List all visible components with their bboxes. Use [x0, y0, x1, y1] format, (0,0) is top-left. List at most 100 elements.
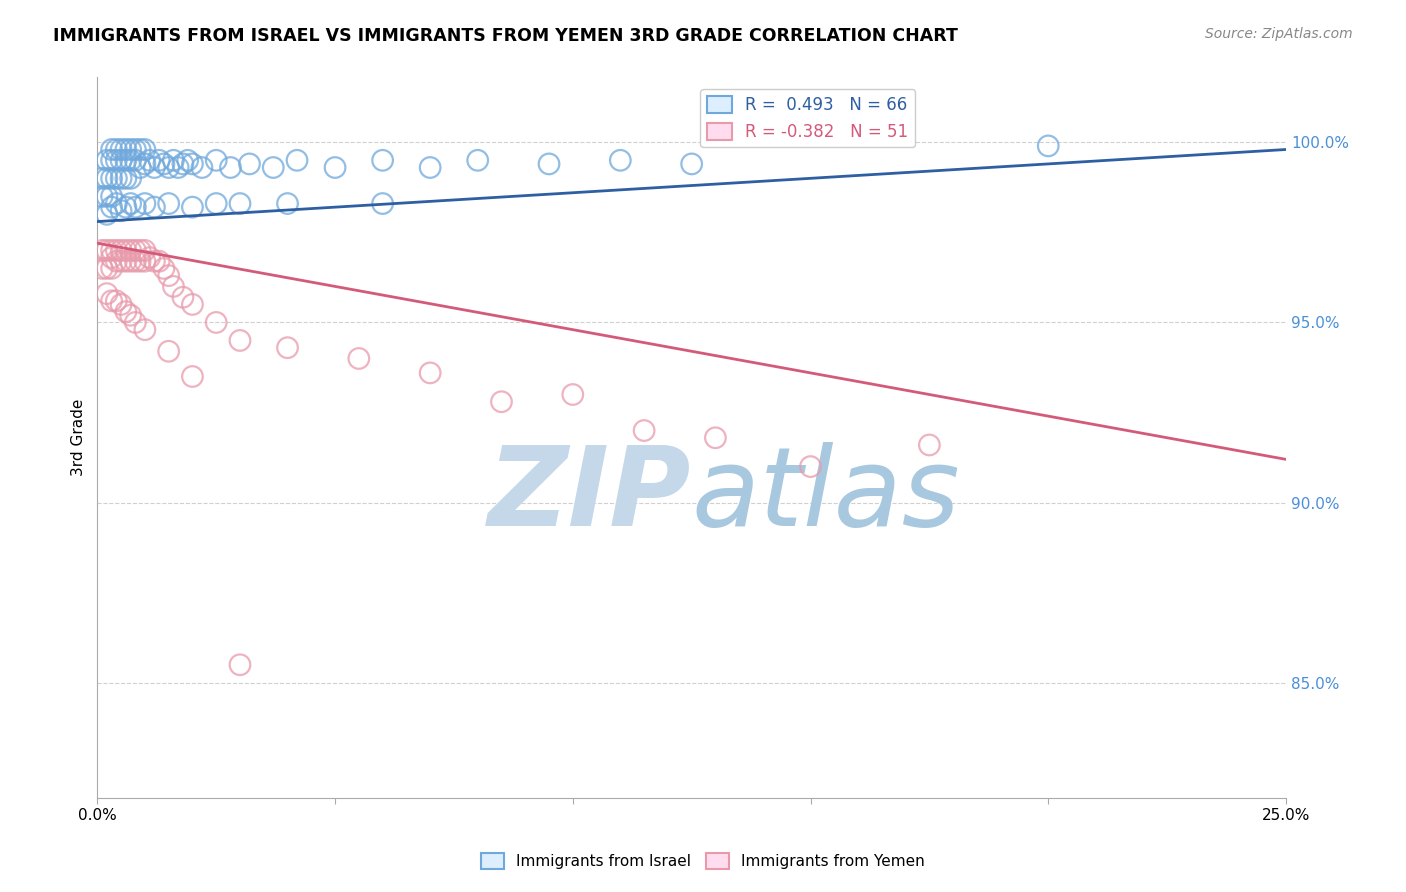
Point — [238, 157, 260, 171]
Point — [134, 143, 156, 157]
Point — [181, 200, 204, 214]
Point — [124, 153, 146, 168]
Point — [105, 254, 128, 268]
Point — [467, 153, 489, 168]
Point — [120, 244, 142, 258]
Point — [134, 323, 156, 337]
Point — [148, 254, 170, 268]
Point — [134, 157, 156, 171]
Point — [138, 153, 160, 168]
Legend: Immigrants from Israel, Immigrants from Yemen: Immigrants from Israel, Immigrants from … — [475, 847, 931, 875]
Point — [115, 254, 138, 268]
Point — [167, 161, 190, 175]
Point — [96, 244, 118, 258]
Text: IMMIGRANTS FROM ISRAEL VS IMMIGRANTS FROM YEMEN 3RD GRADE CORRELATION CHART: IMMIGRANTS FROM ISRAEL VS IMMIGRANTS FRO… — [53, 27, 959, 45]
Point — [229, 196, 252, 211]
Point — [105, 196, 128, 211]
Point — [148, 153, 170, 168]
Point — [105, 244, 128, 258]
Point — [96, 171, 118, 186]
Point — [124, 254, 146, 268]
Text: Source: ZipAtlas.com: Source: ZipAtlas.com — [1205, 27, 1353, 41]
Point — [918, 438, 941, 452]
Point — [110, 171, 132, 186]
Point — [115, 200, 138, 214]
Point — [105, 171, 128, 186]
Legend: R =  0.493   N = 66, R = -0.382   N = 51: R = 0.493 N = 66, R = -0.382 N = 51 — [700, 89, 915, 147]
Point — [124, 244, 146, 258]
Point — [115, 244, 138, 258]
Point — [110, 254, 132, 268]
Point — [143, 254, 166, 268]
Point — [120, 308, 142, 322]
Point — [143, 200, 166, 214]
Point — [129, 161, 152, 175]
Point — [181, 369, 204, 384]
Point — [96, 286, 118, 301]
Point — [1038, 139, 1060, 153]
Point — [681, 157, 703, 171]
Point — [96, 207, 118, 221]
Point — [419, 366, 441, 380]
Point — [120, 196, 142, 211]
Point — [181, 297, 204, 311]
Text: ZIP: ZIP — [488, 442, 692, 549]
Point — [138, 251, 160, 265]
Point — [129, 254, 152, 268]
Point — [105, 143, 128, 157]
Point — [162, 153, 184, 168]
Point — [205, 153, 228, 168]
Point — [100, 293, 122, 308]
Point — [115, 153, 138, 168]
Point — [105, 293, 128, 308]
Point — [96, 189, 118, 203]
Point — [115, 304, 138, 318]
Point — [124, 200, 146, 214]
Point — [191, 161, 214, 175]
Y-axis label: 3rd Grade: 3rd Grade — [72, 399, 86, 476]
Point — [134, 196, 156, 211]
Point — [129, 244, 152, 258]
Point — [162, 279, 184, 293]
Point — [115, 143, 138, 157]
Point — [143, 161, 166, 175]
Point — [205, 315, 228, 329]
Point — [153, 157, 176, 171]
Point — [285, 153, 308, 168]
Point — [229, 657, 252, 672]
Point — [277, 196, 299, 211]
Point — [120, 143, 142, 157]
Point — [157, 161, 180, 175]
Point — [100, 244, 122, 258]
Point — [120, 153, 142, 168]
Point — [537, 157, 560, 171]
Point — [323, 161, 346, 175]
Point — [100, 171, 122, 186]
Point — [153, 261, 176, 276]
Point — [157, 268, 180, 283]
Point — [110, 203, 132, 218]
Point — [561, 387, 583, 401]
Point — [134, 244, 156, 258]
Point — [219, 161, 242, 175]
Point — [100, 189, 122, 203]
Point — [96, 261, 118, 276]
Point — [419, 161, 441, 175]
Point — [124, 143, 146, 157]
Point — [91, 244, 114, 258]
Point — [181, 157, 204, 171]
Point — [229, 334, 252, 348]
Point — [609, 153, 631, 168]
Point — [110, 153, 132, 168]
Point — [124, 315, 146, 329]
Point — [91, 261, 114, 276]
Point — [262, 161, 284, 175]
Point — [110, 297, 132, 311]
Point — [134, 254, 156, 268]
Point — [96, 153, 118, 168]
Text: atlas: atlas — [692, 442, 960, 549]
Point — [633, 424, 655, 438]
Point — [172, 157, 194, 171]
Point — [129, 143, 152, 157]
Point — [100, 261, 122, 276]
